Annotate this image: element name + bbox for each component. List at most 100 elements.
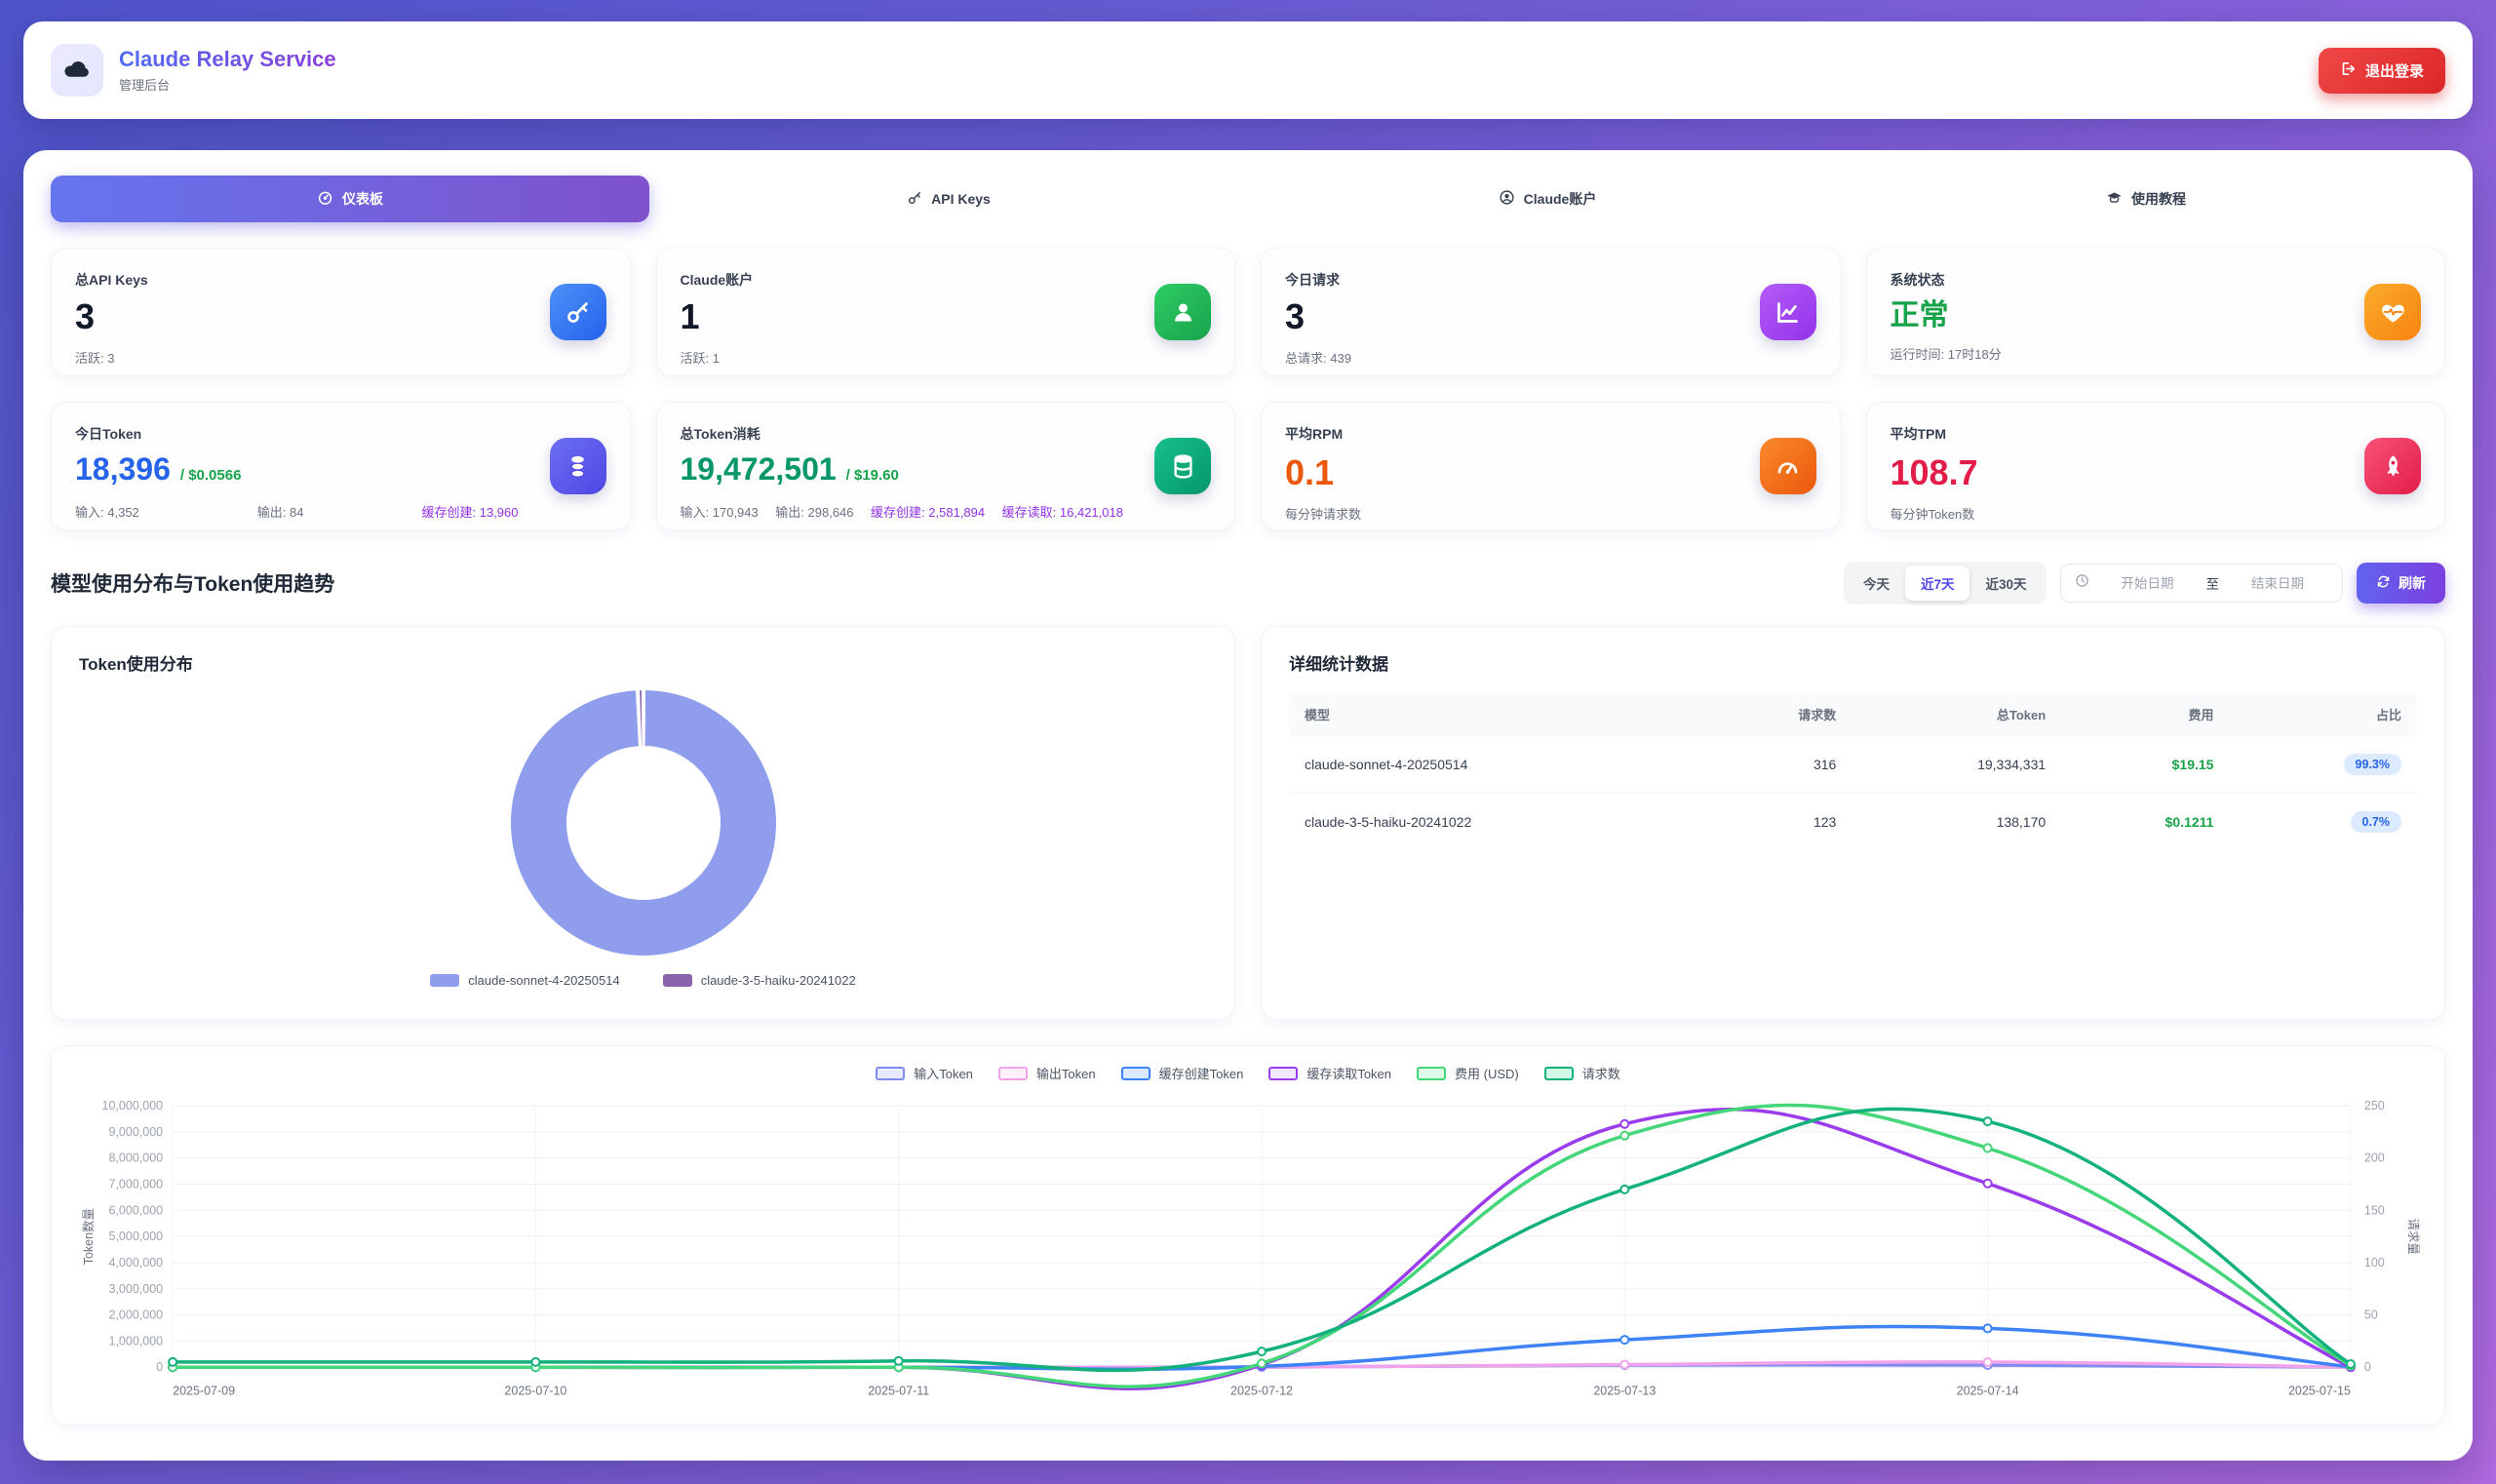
date-to-label: 至: [2205, 577, 2220, 592]
detail-stats-title: 详细统计数据: [1289, 655, 1388, 674]
api-keys-value: 3: [75, 296, 96, 336]
left-axis-title: Token数量: [81, 1208, 96, 1265]
svg-text:10,000,000: 10,000,000: [102, 1099, 164, 1113]
chart-line-icon: [1759, 284, 1816, 340]
svg-text:1,000,000: 1,000,000: [108, 1334, 163, 1347]
svg-text:50: 50: [2364, 1308, 2378, 1322]
top-bar: Claude Relay Service 管理后台 退出登录: [23, 21, 2473, 119]
svg-text:150: 150: [2364, 1203, 2385, 1217]
svg-text:2025-07-09: 2025-07-09: [173, 1384, 235, 1397]
range-controls: 今天 近7天 近30天 至 刷新: [1843, 562, 2445, 605]
range-30d-button[interactable]: 近30天: [1970, 566, 2042, 601]
start-date-input[interactable]: [2096, 574, 2199, 592]
gauge-icon: [317, 189, 333, 209]
card-system-status: 系统状态 正常 运行时间: 17时18分: [1865, 248, 2445, 376]
brand: Claude Relay Service 管理后台: [51, 44, 336, 97]
main-panel: 仪表板 API Keys Claude账户 使用教程: [23, 150, 2473, 1461]
svg-text:2025-07-14: 2025-07-14: [1957, 1384, 2019, 1397]
coins-icon: [549, 438, 606, 494]
card-total-api-keys: 总API Keys 3 活跃: 3: [51, 248, 631, 376]
sign-out-icon: [2340, 60, 2357, 81]
output-token-swatch: [997, 1066, 1028, 1080]
refresh-icon: [2376, 574, 2391, 592]
today-requests-value: 3: [1285, 296, 1306, 336]
legend-item-sonnet: claude-sonnet-4-20250514: [430, 973, 620, 988]
model-stats-table: 模型 请求数 总Token 费用 占比 claude-sonnet-4-2025…: [1289, 692, 2417, 850]
svg-text:2,000,000: 2,000,000: [108, 1308, 163, 1322]
svg-text:2025-07-10: 2025-07-10: [504, 1384, 566, 1397]
detail-stats-panel: 详细统计数据 模型 请求数 总Token 费用 占比 claude-s: [1261, 626, 2445, 1020]
share-badge: 99.3%: [2343, 754, 2401, 775]
tab-dashboard[interactable]: 仪表板: [51, 176, 649, 222]
card-claude-accounts: Claude账户 1 活跃: 1: [655, 248, 1235, 376]
tpm-value: 108.7: [1890, 452, 1978, 492]
cache-read-swatch: [1268, 1066, 1299, 1080]
system-status-value: 正常: [1890, 299, 1949, 332]
refresh-button[interactable]: 刷新: [2357, 563, 2445, 604]
svg-text:6,000,000: 6,000,000: [108, 1203, 163, 1217]
cost-swatch: [1417, 1066, 1447, 1080]
app-title: Claude Relay Service: [119, 47, 336, 71]
logout-button[interactable]: 退出登录: [2318, 47, 2445, 94]
clock-icon: [2075, 573, 2089, 593]
database-icon: [1154, 438, 1211, 494]
svg-text:100: 100: [2364, 1256, 2385, 1269]
donut-legend: claude-sonnet-4-20250514 claude-3-5-haik…: [79, 973, 1207, 988]
svg-text:3,000,000: 3,000,000: [108, 1282, 163, 1296]
tab-api-keys[interactable]: API Keys: [649, 176, 1248, 222]
donut-segment-0: [508, 687, 778, 957]
legend-item-haiku: claude-3-5-haiku-20241022: [662, 973, 856, 988]
rocket-icon: [2364, 438, 2421, 494]
total-token-value: 19,472,501: [680, 451, 837, 487]
right-axis-title: 请求量: [2406, 1218, 2420, 1255]
tab-claude-accounts[interactable]: Claude账户: [1248, 176, 1847, 222]
svg-text:8,000,000: 8,000,000: [108, 1152, 163, 1165]
date-range-picker[interactable]: 至: [2059, 564, 2343, 603]
heart-pulse-icon: [2364, 284, 2421, 340]
svg-text:9,000,000: 9,000,000: [108, 1125, 163, 1139]
input-token-swatch: [876, 1066, 906, 1080]
svg-text:0: 0: [2364, 1360, 2371, 1374]
user-circle-icon: [1499, 189, 1515, 209]
cloud-icon: [62, 54, 92, 88]
svg-text:7,000,000: 7,000,000: [108, 1177, 163, 1191]
cache-create-swatch: [1120, 1066, 1150, 1080]
stats-row-1: 总API Keys 3 活跃: 3 Claude账户 1 活跃: 1 今日请求 …: [51, 248, 2445, 376]
app-subtitle: 管理后台: [119, 78, 171, 93]
card-today-token: 今日Token 18,396 / $0.0566 输入: 4,352 输出: 8…: [51, 402, 631, 530]
range-segmented-control: 今天 近7天 近30天: [1843, 562, 2047, 605]
svg-text:2025-07-15: 2025-07-15: [2288, 1384, 2351, 1397]
app-logo: [51, 44, 103, 97]
tachometer-icon: [1759, 438, 1816, 494]
usage-trend-panel: 输入Token 输出Token 缓存创建Token 缓存读取Token 费用 (…: [51, 1045, 2445, 1425]
requests-swatch: [1543, 1066, 1574, 1080]
section-title: 模型使用分布与Token使用趋势: [51, 573, 335, 596]
token-distribution-panel: Token使用分布 claude-sonnet-4-20250514 claud…: [51, 626, 1235, 1020]
end-date-input[interactable]: [2227, 574, 2328, 592]
card-avg-rpm: 平均RPM 0.1 每分钟请求数: [1261, 402, 1841, 530]
card-today-requests: 今日请求 3 总请求: 439: [1261, 248, 1841, 376]
token-usage-trend-chart: 0 1,000,000 2,000,000 3,000,000 4,000,000 5,0…: [81, 1099, 2420, 1397]
svg-text:2025-07-11: 2025-07-11: [868, 1384, 929, 1397]
tab-tutorial[interactable]: 使用教程: [1847, 176, 2445, 222]
svg-text:5,000,000: 5,000,000: [108, 1230, 163, 1243]
user-icon: [1154, 284, 1211, 340]
trend-legend: 输入Token 输出Token 缓存创建Token 缓存读取Token 费用 (…: [75, 1064, 2421, 1082]
today-token-value: 18,396: [75, 451, 171, 487]
svg-text:2025-07-13: 2025-07-13: [1593, 1384, 1656, 1397]
range-today-button[interactable]: 今天: [1848, 566, 1905, 601]
range-7d-button[interactable]: 近7天: [1904, 566, 1970, 601]
charts-row: Token使用分布 claude-sonnet-4-20250514 claud…: [51, 626, 2445, 1020]
haiku-swatch: [662, 974, 692, 987]
svg-text:0: 0: [156, 1360, 163, 1374]
svg-text:250: 250: [2364, 1099, 2385, 1113]
distribution-title: Token使用分布: [79, 655, 193, 674]
token-distribution-donut-chart: [508, 687, 778, 957]
svg-text:2025-07-12: 2025-07-12: [1230, 1384, 1293, 1397]
rpm-value: 0.1: [1285, 452, 1335, 492]
svg-text:200: 200: [2364, 1152, 2385, 1165]
graduation-cap-icon: [2106, 189, 2123, 209]
table-row: claude-3-5-haiku-20241022 123 138,170 $0…: [1289, 794, 2417, 851]
share-badge: 0.7%: [2350, 811, 2401, 833]
